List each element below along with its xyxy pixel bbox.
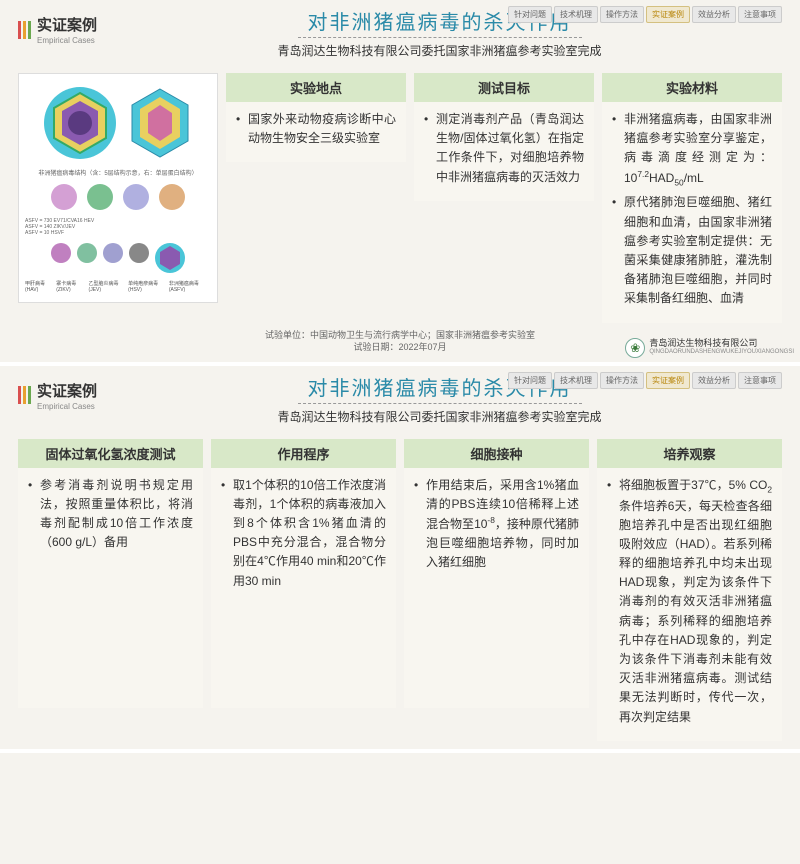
corp-badge: ❀ 青岛润达生物科技有限公司 QINGDAORUNDASHENGWUKEJIYO… <box>625 338 794 358</box>
nav-item[interactable]: 操作方法 <box>600 372 644 389</box>
section-title-cn: 实证案例 <box>37 14 97 35</box>
virus-small-icon <box>121 182 151 212</box>
figure-notes: ASFV = 730 EV71/CVA16 HEV ASFV = 140 ZIK… <box>25 218 211 236</box>
virus-shell-icon <box>124 83 196 163</box>
nav-item[interactable]: 效益分析 <box>692 6 736 23</box>
nav-item[interactable]: 注意事项 <box>738 6 782 23</box>
section-title-en: Empirical Cases <box>37 36 97 45</box>
col-item: 国家外来动物疫病诊断中心动物生物安全三级实验室 <box>236 110 396 148</box>
nav-item[interactable]: 技术机理 <box>554 372 598 389</box>
nav-tabs: 针对问题 技术机理 操作方法 实证案例 效益分析 注意事项 <box>508 372 782 389</box>
virus-small-icon <box>85 182 115 212</box>
col-head: 实验材料 <box>602 73 782 102</box>
virus-tiny-icon <box>127 241 151 265</box>
nav-item[interactable]: 针对问题 <box>508 6 552 23</box>
corp-name-cn: 青岛润达生物科技有限公司 <box>649 339 794 349</box>
figure-caption: 非洲猪瘟病毒结构（含：5层结构示意，右：单层蛋白结构） <box>38 168 197 177</box>
col-head: 测试目标 <box>414 73 594 102</box>
figure-bottom-labels: 甲肝病毒(HAV) 寨卡病毒(ZIKV) 乙型脑炎病毒(JEV) 单纯疱疹病毒(… <box>25 280 211 293</box>
section-title-cn: 实证案例 <box>37 380 97 401</box>
col-item: 取1个体积的10倍工作浓度消毒剂，1个体积的病毒液加入到8个体积含1%猪血清的P… <box>221 476 386 591</box>
col-material: 实验材料 非洲猪瘟病毒，由国家非洲猪瘟参考实验室分享鉴定，病毒滴度经测定为：10… <box>602 73 782 323</box>
section-label: 实证案例 Empirical Cases <box>18 376 97 411</box>
col-observation: 培养观察 将细胞板置于37℃，5% CO2条件培养6天，每天检查各细胞培养孔中是… <box>597 439 782 741</box>
bar-green <box>28 21 31 39</box>
col-head: 固体过氧化氢浓度测试 <box>18 439 203 468</box>
nav-item[interactable]: 针对问题 <box>508 372 552 389</box>
subtitle: 青岛润达生物科技有限公司委托国家非洲猪瘟参考实验室完成 <box>97 42 782 59</box>
col-inoculation: 细胞接种 作用结束后，采用含1%猪血清的PBS连续10倍稀释上述混合物至10-8… <box>404 439 589 708</box>
col-location: 实验地点 国家外来动物疫病诊断中心动物生物安全三级实验室 <box>226 73 406 162</box>
content-row: 非洲猪瘟病毒结构（含：5层结构示意，右：单层蛋白结构） ASFV = 730 E… <box>18 73 782 323</box>
virus-small-icon <box>157 182 187 212</box>
nav-tabs: 针对问题 技术机理 操作方法 实证案例 效益分析 注意事项 <box>508 6 782 23</box>
col-head: 细胞接种 <box>404 439 589 468</box>
bar-red <box>18 21 21 39</box>
col-head: 实验地点 <box>226 73 406 102</box>
col-item: 原代猪肺泡巨噬细胞、猪红细胞和血清，由国家非洲猪瘟参考实验室制定提供：无菌采集健… <box>612 193 772 308</box>
nav-item[interactable]: 技术机理 <box>554 6 598 23</box>
corp-name-en: QINGDAORUNDASHENGWUKEJIYOUXIANGONGSI <box>649 349 794 356</box>
section-label: 实证案例 Empirical Cases <box>18 10 97 45</box>
nav-item[interactable]: 效益分析 <box>692 372 736 389</box>
col-head: 培养观察 <box>597 439 782 468</box>
nav-item-active[interactable]: 实证案例 <box>646 372 690 389</box>
content-row: 固体过氧化氢浓度测试 参考消毒剂说明书规定用法，按照重量体积比，将消毒剂配制成1… <box>18 439 782 741</box>
col-target: 测试目标 测定消毒剂产品（青岛润达生物/固体过氧化氢）在指定工作条件下，对细胞培… <box>414 73 594 201</box>
col-item: 非洲猪瘟病毒，由国家非洲猪瘟参考实验室分享鉴定，病毒滴度经测定为：107.2HA… <box>612 110 772 189</box>
bar-orange <box>23 21 26 39</box>
col-head: 作用程序 <box>211 439 396 468</box>
col-item: 将细胞板置于37℃，5% CO2条件培养6天，每天检查各细胞培养孔中是否出现红细… <box>607 476 772 727</box>
subtitle: 青岛润达生物科技有限公司委托国家非洲猪瘟参考实验室完成 <box>97 408 782 425</box>
virus-figure: 非洲猪瘟病毒结构（含：5层结构示意，右：单层蛋白结构） ASFV = 730 E… <box>18 73 218 303</box>
virus-big-icon <box>153 241 187 275</box>
section-title-en: Empirical Cases <box>37 402 97 411</box>
nav-item[interactable]: 注意事项 <box>738 372 782 389</box>
virus-tiny-icon <box>75 241 99 265</box>
color-bars-icon <box>18 386 31 404</box>
col-item: 测定消毒剂产品（青岛润达生物/固体过氧化氢）在指定工作条件下，对细胞培养物中非洲… <box>424 110 584 187</box>
col-item: 参考消毒剂说明书规定用法，按照重量体积比，将消毒剂配制成10倍工作浓度（600 … <box>28 476 193 553</box>
nav-item[interactable]: 操作方法 <box>600 6 644 23</box>
color-bars-icon <box>18 21 31 39</box>
col-item: 作用结束后，采用含1%猪血清的PBS连续10倍稀释上述混合物至10-8，接种原代… <box>414 476 579 573</box>
virus-tiny-icon <box>101 241 125 265</box>
nav-item-active[interactable]: 实证案例 <box>646 6 690 23</box>
slide-2: 针对问题 技术机理 操作方法 实证案例 效益分析 注意事项 实证案例 Empir… <box>0 366 800 753</box>
col-procedure: 作用程序 取1个体积的10倍工作浓度消毒剂，1个体积的病毒液加入到8个体积含1%… <box>211 439 396 708</box>
virus-small-icon <box>49 182 79 212</box>
corp-logo-icon: ❀ <box>625 338 645 358</box>
slide-1: 针对问题 技术机理 操作方法 实证案例 效益分析 注意事项 实证案例 Empir… <box>0 0 800 366</box>
col-concentration: 固体过氧化氢浓度测试 参考消毒剂说明书规定用法，按照重量体积比，将消毒剂配制成1… <box>18 439 203 708</box>
virus-tiny-icon <box>49 241 73 265</box>
virus-structure-icon <box>40 83 120 163</box>
